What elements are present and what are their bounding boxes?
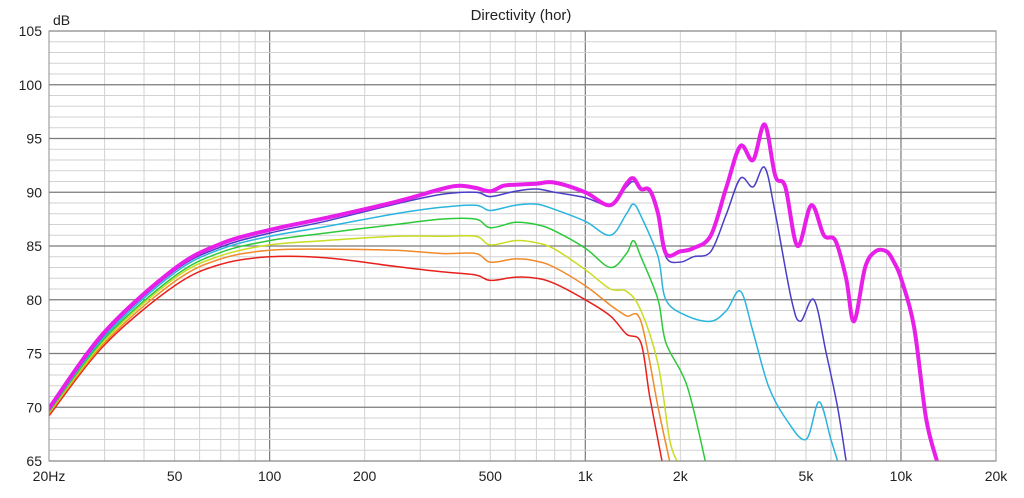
y-tick-label: 80 [26, 292, 42, 308]
series-line-1 [49, 255, 663, 461]
y-tick-label: 105 [19, 23, 43, 39]
x-tick-label: 100 [258, 468, 282, 484]
y-tick-label: 85 [26, 238, 42, 254]
y-tick-label: 70 [26, 399, 42, 415]
x-tick-label: 1k [578, 468, 594, 484]
series-line-4 [49, 217, 707, 461]
chart-title: Directivity (hor) [470, 7, 572, 24]
series-line-2 [49, 248, 671, 461]
x-tick-label: 20Hz [33, 468, 66, 484]
x-tick-label: 20k [985, 468, 1009, 484]
y-tick-label: 75 [26, 346, 42, 362]
y-axis-label: dB [53, 12, 70, 28]
x-tick-label: 500 [479, 468, 503, 484]
series-line-3 [49, 234, 678, 461]
y-tick-label: 90 [26, 184, 42, 200]
x-tick-label: 5k [799, 468, 815, 484]
series-line-6 [49, 166, 847, 461]
x-tick-label: 2k [673, 468, 689, 484]
x-tick-label: 200 [353, 468, 377, 484]
plot-frame [48, 30, 997, 462]
y-tick-label: 95 [26, 131, 42, 147]
x-tick-label: 50 [167, 468, 183, 484]
series-line-7 [49, 122, 939, 461]
series-line-5 [49, 203, 839, 461]
y-tick-label: 65 [26, 453, 42, 469]
x-tick-label: 10k [890, 468, 914, 484]
y-tick-label: 100 [19, 77, 43, 93]
